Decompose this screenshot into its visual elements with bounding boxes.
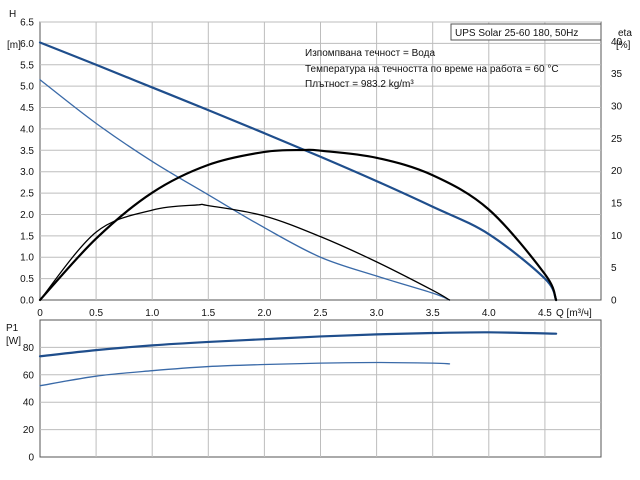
- power-tick-label: 0: [28, 453, 34, 464]
- head-tick-label: 2.0: [20, 210, 34, 221]
- head-tick-label: 3.0: [20, 167, 34, 178]
- flow-tick-label: 1.5: [201, 308, 215, 319]
- power-tick-label: 20: [23, 425, 35, 436]
- head-curve-0: [38, 41, 558, 302]
- annotation-density: Плътност = 983.2 kg/m³: [305, 79, 414, 90]
- efficiency-curve-2: [38, 148, 558, 302]
- head-y-ticks: 0.0 0.5 1.0 1.5 2.0 2.5 3.0 3.5 4.0 4.5 5.0 5.5 6.0 6…: [20, 18, 34, 307]
- head-tick-label: 3.5: [20, 146, 34, 157]
- flow-tick-label: 4.0: [482, 308, 496, 319]
- head-tick-label: 2.5: [20, 189, 34, 200]
- head-tick-label: 4.0: [20, 124, 34, 135]
- efficiency-tick-label: 30: [611, 102, 623, 113]
- head-tick-label: 6.0: [20, 39, 34, 50]
- power-series: [38, 331, 558, 387]
- power-axis-label-p1: P1: [6, 323, 19, 334]
- head-tick-label: 0.5: [20, 274, 34, 285]
- power-tick-label: 80: [23, 343, 35, 354]
- efficiency-tick-label: 35: [611, 69, 623, 80]
- efficiency-tick-label: 20: [611, 166, 623, 177]
- flow-tick-label: 0: [37, 308, 43, 319]
- model-title-box: [450, 23, 602, 41]
- model-title: UPS Solar 25-60 180, 50Hz: [455, 28, 578, 39]
- flow-tick-label: 1.0: [145, 308, 159, 319]
- eta-axis-unit: [%]: [616, 40, 631, 51]
- head-tick-label: 4.5: [20, 103, 34, 114]
- head-tick-label: 1.5: [20, 231, 34, 242]
- flow-tick-label: 3.5: [426, 308, 440, 319]
- annotation-fluid: Изпомпвана течност = Вода: [305, 48, 435, 59]
- efficiency-tick-label: 25: [611, 134, 623, 145]
- power-tick-label: 60: [23, 370, 35, 381]
- power-curve-1: [39, 361, 451, 387]
- head-efficiency-panel: 0 0.5 1.0 1.5 2.0 2.5 3.0 3.5 4.0 4.5 0.0 0.5 1.0 1.…: [7, 9, 632, 319]
- efficiency-tick-label: 0: [611, 296, 617, 307]
- efficiency-curve-3: [39, 203, 451, 301]
- head-axis-label-h: H: [9, 9, 16, 20]
- annotation-temperature: Температура на течността по време на раб…: [305, 63, 559, 75]
- flow-tick-label: 4.5: [538, 308, 552, 319]
- efficiency-tick-label: 10: [611, 231, 623, 242]
- flow-tick-label: 2.5: [314, 308, 328, 319]
- head-tick-label: 5.0: [20, 82, 34, 93]
- efficiency-tick-label: 15: [611, 199, 623, 210]
- flow-x-ticks: 0 0.5 1.0 1.5 2.0 2.5 3.0 3.5 4.0 4.5: [37, 308, 552, 319]
- efficiency-tick-label: 40: [611, 37, 623, 48]
- power-y-ticks: 0 20 40 60 80: [23, 343, 35, 464]
- eta-axis-label: eta: [618, 28, 632, 39]
- efficiency-tick-label: 5: [611, 263, 617, 274]
- head-tick-label: 0.0: [20, 296, 34, 307]
- head-grid: [40, 21, 601, 300]
- flow-axis-label: Q [m³/ч]: [556, 308, 592, 319]
- flow-tick-label: 2.0: [257, 308, 271, 319]
- head-efficiency-series: [38, 41, 558, 302]
- flow-tick-label: 3.0: [370, 308, 384, 319]
- power-panel: 0 20 40 60 80 P1 [W]: [6, 319, 602, 464]
- flow-tick-label: 0.5: [89, 308, 103, 319]
- power-curve-0: [38, 331, 558, 358]
- power-grid: [40, 320, 601, 457]
- head-tick-label: 5.5: [20, 60, 34, 71]
- head-tick-label: 1.0: [20, 253, 34, 264]
- power-tick-label: 40: [23, 398, 35, 409]
- head-axis-label-unit: [m]: [7, 40, 21, 51]
- efficiency-y2-ticks: 0 5 10 15 20 25 30 35 40: [611, 37, 623, 307]
- power-axis-label-unit: [W]: [6, 336, 21, 347]
- head-curve-1: [39, 79, 451, 301]
- head-tick-label: 6.5: [20, 18, 34, 29]
